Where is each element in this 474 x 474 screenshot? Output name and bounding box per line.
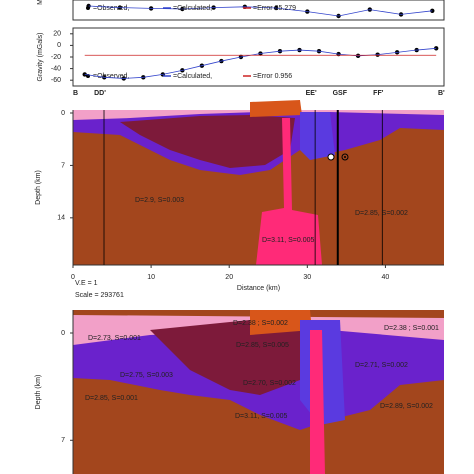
profile-marker-label: FF' bbox=[373, 90, 384, 97]
profile-marker-label: EE' bbox=[306, 90, 317, 97]
y-tick-label: -40 bbox=[51, 65, 61, 72]
legend-label: =Error 0.956 bbox=[253, 73, 292, 80]
y-tick-label: -20 bbox=[51, 54, 61, 61]
body-annotation: D=2.89, S=0.002 bbox=[380, 403, 433, 410]
body-annotation: D=2.73, S=0.001 bbox=[88, 335, 141, 342]
series-line bbox=[88, 5, 433, 17]
legend-label: =Calculated, bbox=[173, 73, 212, 80]
y-tick-label: 0 bbox=[57, 42, 61, 49]
legend-label: =Observed, bbox=[93, 73, 129, 80]
body-annotation: D=2.85, S=0.001 bbox=[85, 395, 138, 402]
y-tick-label: 14 bbox=[57, 215, 65, 222]
y-axis-label: Gravity (mGals) bbox=[37, 33, 44, 82]
body-annotation: D=2.85, S=0.002 bbox=[355, 210, 408, 217]
body-annotation: D=3.11, S=0.005 bbox=[235, 413, 288, 420]
y-tick-label: 0 bbox=[61, 330, 65, 337]
y-tick-label: 20 bbox=[53, 31, 61, 38]
y-tick-label: 7 bbox=[61, 162, 65, 169]
y-tick-label: 7 bbox=[61, 437, 65, 444]
profile-end-label: B bbox=[73, 90, 78, 97]
section-1-model bbox=[73, 100, 444, 265]
y-axis-label: Ma bbox=[37, 0, 44, 5]
x-tick-label: 10 bbox=[147, 274, 155, 281]
body-annotation: V.E = 1 bbox=[75, 280, 98, 287]
profile-marker-label: GSF bbox=[333, 90, 348, 97]
body-annotation: D=3.11, S=0.005 bbox=[262, 237, 315, 244]
y-tick-label: -60 bbox=[51, 77, 61, 84]
profile-end-label: B' bbox=[438, 90, 445, 97]
body-annotation: Scale = 293761 bbox=[75, 292, 124, 299]
series-line bbox=[84, 47, 437, 79]
x-tick-label: 20 bbox=[225, 274, 233, 281]
plot-frame bbox=[72, 0, 445, 21]
body-annotation: D=2.38 ; S=0.001 bbox=[384, 325, 439, 332]
profile-marker-label: DD' bbox=[94, 90, 106, 97]
y-axis-label: Depth (km) bbox=[35, 375, 42, 410]
body-annotation: D=2.75, S=0.003 bbox=[120, 372, 173, 379]
y-axis-label: Depth (km) bbox=[35, 170, 42, 205]
x-axis-label: Distance (km) bbox=[237, 285, 280, 292]
legend-label: =Calculated, bbox=[173, 5, 212, 12]
x-tick-label: 40 bbox=[382, 274, 390, 281]
legend-label: =Observed, bbox=[93, 5, 129, 12]
body-annotation: D=2.70, S=0.002 bbox=[243, 380, 296, 387]
body-annotation: D=2.38 ; S=0.002 bbox=[233, 320, 288, 327]
body-annotation: D=2.71, S=0.002 bbox=[355, 362, 408, 369]
section-2-model bbox=[73, 310, 444, 474]
body-annotation: D=2.85, S=0.005 bbox=[236, 342, 289, 349]
legend-symbol bbox=[86, 6, 90, 10]
x-tick-label: 30 bbox=[303, 274, 311, 281]
body-annotation: D=2.9, S=0.003 bbox=[135, 197, 184, 204]
y-tick-label: 0 bbox=[61, 110, 65, 117]
legend-label: =Error 25.279 bbox=[253, 5, 296, 12]
x-tick-label: 0 bbox=[71, 274, 75, 281]
